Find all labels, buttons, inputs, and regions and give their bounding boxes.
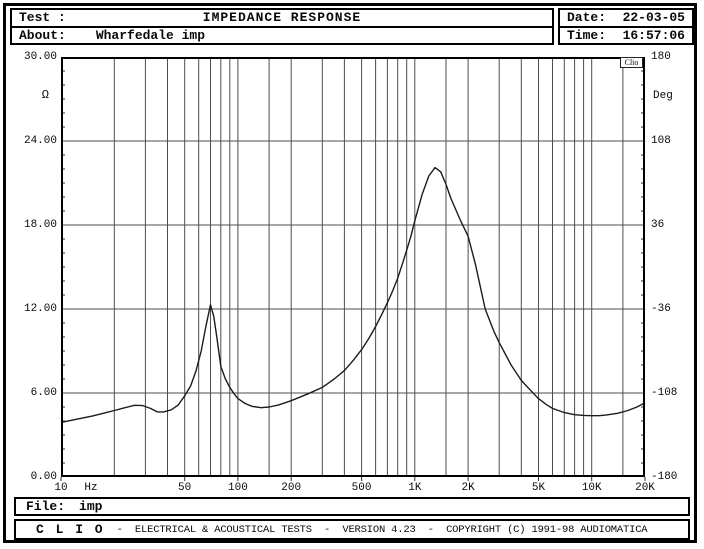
footer-brand: C L I O [36,522,105,537]
y-left-tick-label: 24.00 [23,135,57,147]
y-right-tick-label: 36 [651,219,665,231]
time-row: Time: 16:57:06 [560,28,692,44]
x-axis-tick-label: 200 [281,482,302,494]
about-value: Wharfedale imp [95,27,206,43]
y-left-tick-label: 30.00 [23,51,57,63]
about-row: About: Wharfedale imp [12,28,552,44]
y-left-tick-label: 18.00 [23,219,57,231]
impedance-curve [60,166,646,424]
x-axis-tick-label: 2K [461,482,475,494]
date-label: Date: [567,10,607,26]
header-date-time-box: Date: 22-03-05 Time: 16:57:06 [558,8,694,45]
window-frame [3,3,697,543]
date-row: Date: 22-03-05 [560,10,692,28]
x-axis-tick-label: 10K [581,482,602,494]
x-axis-unit-label: Hz [84,482,98,494]
x-axis-tick-label: 10 [54,482,68,494]
y-left-unit-label: Ω [41,88,49,102]
file-value: imp [79,499,103,514]
y-right-tick-label: -36 [651,303,671,315]
y-right-tick-label: 108 [651,135,671,147]
clio-watermark: Clio [620,57,643,68]
y-left-tick-label: 12.00 [23,303,57,315]
chart-title: IMPEDANCE RESPONSE [202,10,362,26]
footer-text: - ELECTRICAL & ACOUSTICAL TESTS - VERSIO… [116,523,648,536]
x-axis-tick-label: 500 [351,482,372,494]
plot-area[interactable] [60,57,646,481]
test-row: Test : IMPEDANCE RESPONSE [12,10,552,28]
y-left-tick-label: 0.00 [30,471,57,483]
x-axis-tick-label: 1K [408,482,422,494]
impedance-response-chart [60,57,646,481]
y-right-unit-label: Deg [653,90,673,102]
x-axis-tick-label: 100 [228,482,248,494]
x-axis-tick-label: 50 [178,482,192,494]
time-value: 16:57:06 [622,27,685,43]
date-value: 22-03-05 [622,10,685,26]
file-label: File: [26,499,66,514]
footer-bar: C L I O - ELECTRICAL & ACOUSTICAL TESTS … [14,519,690,540]
header-test-about-box: Test : IMPEDANCE RESPONSE About: Wharfed… [10,8,554,45]
x-axis-tick-label: 5K [531,482,546,494]
about-label: About: [19,27,66,43]
test-label: Test : [19,10,66,26]
y-right-tick-label: 180 [651,51,671,63]
file-bar: File: imp [14,497,690,516]
y-right-tick-label: -180 [651,471,678,483]
y-left-tick-label: 6.00 [30,387,57,399]
time-label: Time: [567,27,607,43]
x-axis-tick-label: 20K [635,482,655,494]
y-right-tick-label: -108 [651,387,678,399]
